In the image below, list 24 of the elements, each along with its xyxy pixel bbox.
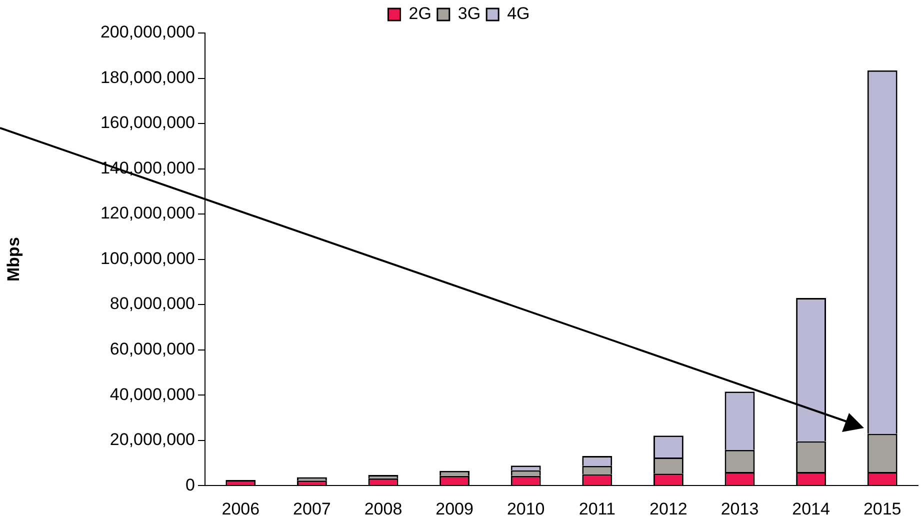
legend-label: 2G: [408, 4, 432, 24]
y-tick-label: 80,000,000: [110, 294, 195, 314]
y-tick-label: 120,000,000: [100, 204, 195, 223]
x-tick-label: 2008: [364, 499, 402, 518]
y-tick-label: 0: [186, 475, 195, 494]
x-tick-label: 2014: [792, 499, 830, 518]
x-tick-label: 2011: [578, 499, 616, 518]
x-tick-label: 2006: [222, 499, 260, 518]
y-tick-label: 40,000,000: [110, 384, 195, 404]
y-tick-label: 200,000,000: [100, 22, 195, 42]
x-tick-label: 2010: [506, 499, 545, 518]
y-tick-label: 60,000,000: [110, 340, 195, 359]
y-axis-title: Mbps: [4, 237, 23, 282]
x-tick-label: 2007: [293, 499, 331, 518]
y-tick-label: 160,000,000: [100, 113, 195, 132]
x-tick-label: 2015: [863, 499, 902, 518]
x-tick-label: 2012: [650, 499, 688, 518]
legend-label: 4G: [507, 4, 530, 24]
legend-label: 3G: [458, 4, 481, 24]
y-tick-label: 180,000,000: [100, 68, 195, 87]
y-tick-label: 20,000,000: [110, 430, 195, 450]
y-tick-label: 100,000,000: [100, 248, 195, 268]
x-tick-label: 2009: [436, 499, 474, 518]
x-tick-label: 2013: [720, 499, 759, 518]
